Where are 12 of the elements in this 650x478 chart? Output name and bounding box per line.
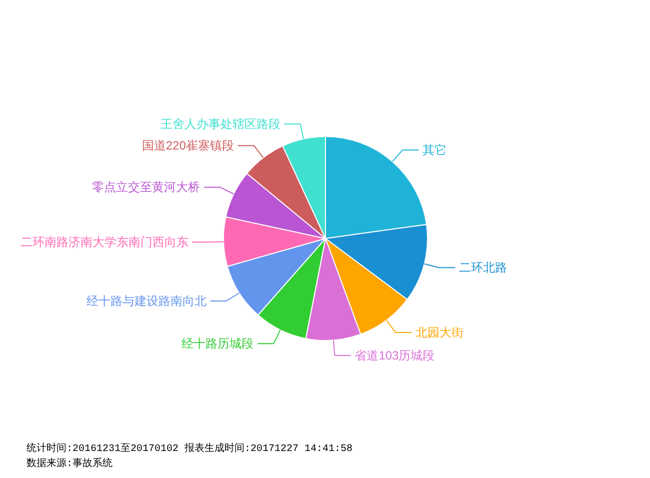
slice-label: 国道220崔寨镇段 (142, 138, 234, 153)
slice-label: 二环北路 (459, 260, 508, 275)
slice-label: 经十路与建设路南向北 (86, 294, 206, 308)
slice-label: 零点立交至黄河大桥 (92, 180, 200, 194)
slice-label: 其它 (422, 143, 447, 158)
slice-label: 北园大街 (416, 326, 464, 340)
slice-label: 经十路历城段 (182, 336, 254, 351)
text: 统计时间:20161231至20170102 报表生成时间:20171227 14:41:58 (26, 442, 353, 455)
slice-label: 二环南路济南大学东南门西向东 (20, 235, 188, 250)
slice-label: 省道103历城段 (354, 348, 435, 362)
source-note: 数据来源:事故系统 (26, 457, 113, 470)
slice-label: 王舍人办事处辖区路段 (160, 116, 280, 131)
